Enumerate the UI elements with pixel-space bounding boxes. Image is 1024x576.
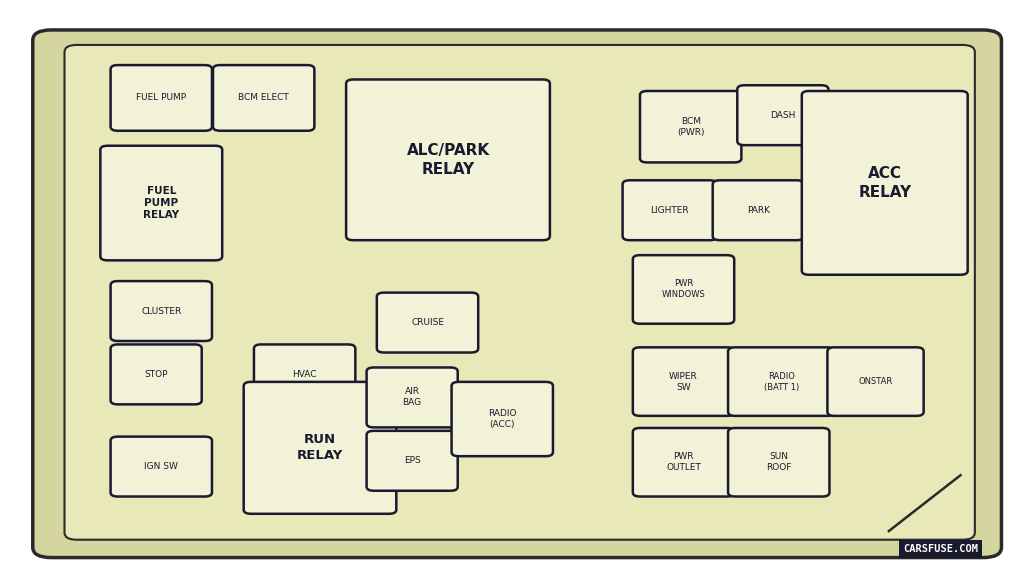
FancyBboxPatch shape [633, 428, 734, 497]
Text: STOP: STOP [144, 370, 168, 379]
FancyBboxPatch shape [377, 293, 478, 353]
Text: DASH: DASH [770, 111, 796, 120]
Text: AIR
BAG: AIR BAG [402, 388, 422, 407]
Text: BCM ELECT: BCM ELECT [239, 93, 289, 103]
Text: FUEL
PUMP
RELAY: FUEL PUMP RELAY [143, 185, 179, 221]
FancyBboxPatch shape [111, 281, 212, 341]
Text: RUN
RELAY: RUN RELAY [297, 433, 343, 463]
FancyBboxPatch shape [728, 428, 829, 497]
FancyBboxPatch shape [244, 382, 396, 514]
Text: WIPER
SW: WIPER SW [669, 372, 698, 392]
Text: RADIO
(BATT 1): RADIO (BATT 1) [764, 372, 799, 392]
Text: HVAC: HVAC [293, 370, 316, 379]
Text: PWR
OUTLET: PWR OUTLET [666, 452, 701, 472]
Text: CRUISE: CRUISE [411, 318, 444, 327]
FancyBboxPatch shape [213, 65, 314, 131]
Text: BCM
(PWR): BCM (PWR) [677, 117, 705, 137]
Polygon shape [889, 475, 961, 531]
FancyBboxPatch shape [111, 437, 212, 497]
FancyBboxPatch shape [100, 146, 222, 260]
Text: SUN
ROOF: SUN ROOF [766, 452, 792, 472]
Text: IGN SW: IGN SW [144, 462, 178, 471]
Text: RADIO
(ACC): RADIO (ACC) [488, 409, 516, 429]
FancyBboxPatch shape [33, 30, 1001, 558]
Text: EPS: EPS [403, 456, 421, 465]
FancyBboxPatch shape [633, 255, 734, 324]
FancyBboxPatch shape [640, 91, 741, 162]
FancyBboxPatch shape [623, 180, 717, 240]
FancyBboxPatch shape [827, 347, 924, 416]
FancyBboxPatch shape [728, 347, 835, 416]
Text: ACC
RELAY: ACC RELAY [858, 166, 911, 200]
Text: FUEL PUMP: FUEL PUMP [136, 93, 186, 103]
Text: ONSTAR: ONSTAR [858, 377, 893, 386]
FancyBboxPatch shape [802, 91, 968, 275]
FancyBboxPatch shape [713, 180, 804, 240]
FancyBboxPatch shape [633, 347, 734, 416]
FancyBboxPatch shape [65, 45, 975, 540]
FancyBboxPatch shape [367, 367, 458, 427]
FancyBboxPatch shape [737, 85, 828, 145]
Text: ALC/PARK
RELAY: ALC/PARK RELAY [407, 143, 489, 177]
FancyBboxPatch shape [254, 344, 355, 404]
FancyBboxPatch shape [452, 382, 553, 456]
FancyBboxPatch shape [111, 344, 202, 404]
Text: LIGHTER: LIGHTER [650, 206, 689, 215]
Text: PARK: PARK [746, 206, 770, 215]
FancyBboxPatch shape [346, 79, 550, 240]
FancyBboxPatch shape [111, 65, 212, 131]
Text: CARSFUSE.COM: CARSFUSE.COM [903, 544, 978, 554]
Text: PWR
WINDOWS: PWR WINDOWS [662, 279, 706, 300]
Text: CLUSTER: CLUSTER [141, 306, 181, 316]
FancyBboxPatch shape [367, 431, 458, 491]
